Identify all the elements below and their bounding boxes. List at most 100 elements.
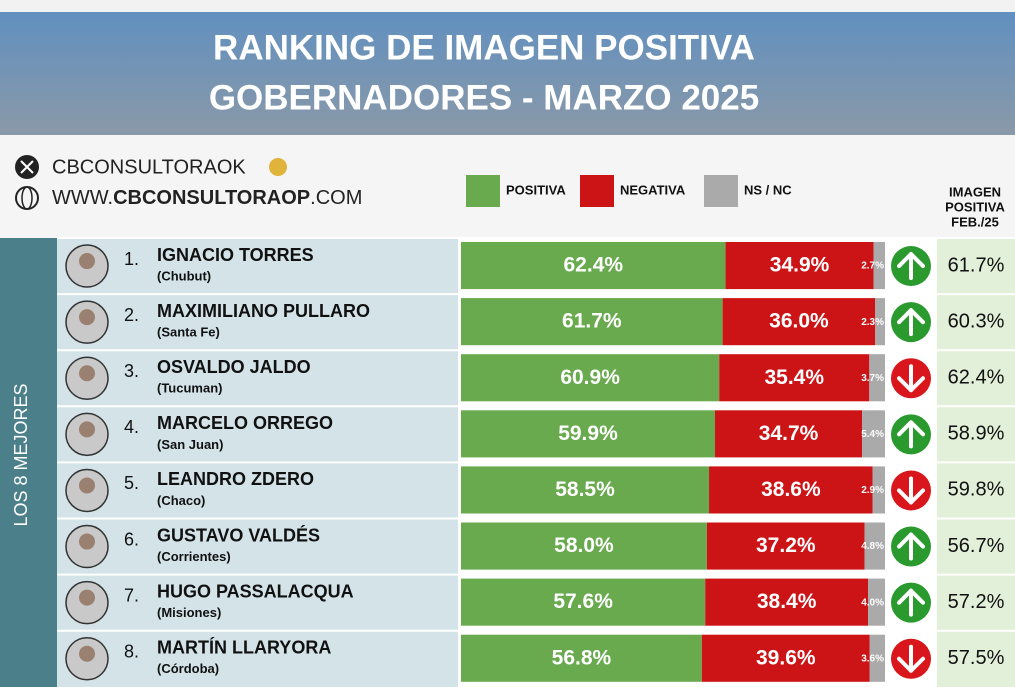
photo-head <box>79 533 95 550</box>
bar-value-label: 61.7% <box>562 310 622 333</box>
bar-value-label: 2.9% <box>861 485 884 496</box>
rank: 8. <box>124 642 139 662</box>
trend-arrow <box>897 364 925 393</box>
photo-head <box>79 365 95 382</box>
bar-value-label: 4.8% <box>861 541 884 552</box>
bar-value-label: 5.4% <box>861 429 884 440</box>
rank: 4. <box>124 417 139 437</box>
website: WWW.CBCONSULTORAOP.COM <box>52 187 362 209</box>
bar-value-label: 34.7% <box>759 422 819 445</box>
photo-head <box>79 589 95 606</box>
comparison-header: IMAGEN POSITIVA FEB./25 <box>945 184 1005 229</box>
bar-segment <box>868 578 885 626</box>
bar-segment <box>709 466 873 514</box>
legend-swatch <box>466 175 500 207</box>
rank: 7. <box>124 585 139 605</box>
group-strip <box>0 238 57 687</box>
bar-value-label: 57.6% <box>553 590 613 613</box>
bar-segment <box>864 522 885 570</box>
bar-value-label: 34.9% <box>770 254 830 277</box>
handle: CBCONSULTORAOK <box>52 156 246 178</box>
province: (Misiones) <box>157 605 221 620</box>
province: (Corrientes) <box>157 549 231 564</box>
bar-segment <box>461 522 707 570</box>
legend-label: NEGATIVA <box>620 182 686 197</box>
rank: 3. <box>124 361 139 381</box>
bar-segment <box>722 298 876 346</box>
photo-head <box>79 645 95 662</box>
bar-segment <box>862 410 885 458</box>
header-band <box>0 0 1015 135</box>
bar-value-label: 36.0% <box>769 310 829 333</box>
bar-segment <box>705 578 869 626</box>
trend-arrow <box>897 588 925 617</box>
bar-value-label: 62.4% <box>564 254 624 277</box>
bar-segment <box>719 354 870 402</box>
trend-arrow <box>897 476 925 505</box>
comparison-value: 57.2% <box>948 591 1005 613</box>
bar-segment <box>461 298 723 346</box>
group-label: LOS 8 MEJORES <box>11 383 31 526</box>
bar-segment <box>872 466 885 514</box>
website-part: .COM <box>310 187 362 209</box>
trend-arrow <box>897 532 925 561</box>
rank: 5. <box>124 473 139 493</box>
bar-segment <box>869 354 885 402</box>
legend-swatch <box>580 175 614 207</box>
rank: 2. <box>124 305 139 325</box>
rank: 6. <box>124 529 139 549</box>
bar-segment <box>461 634 702 682</box>
bar-value-label: 3.6% <box>861 653 884 664</box>
bar-value-label: 38.4% <box>757 590 817 613</box>
verified-badge <box>269 158 287 176</box>
bar-value-label: 2.3% <box>861 317 884 328</box>
comparison-value: 58.9% <box>948 423 1005 445</box>
photo-head <box>79 309 95 326</box>
bar-segment <box>461 410 715 458</box>
photo-head <box>79 421 95 438</box>
bar-value-label: 35.4% <box>764 366 824 389</box>
subtitle: GOBERNADORES - MARZO 2025 <box>209 78 759 117</box>
comparison-value: 62.4% <box>948 367 1005 389</box>
bar-segment <box>873 242 885 290</box>
title: RANKING DE IMAGEN POSITIVA <box>213 28 755 67</box>
bar-value-label: 56.8% <box>552 646 612 669</box>
legend-label: NS / NC <box>744 182 792 197</box>
bar-value-label: 58.5% <box>555 478 615 501</box>
bar-segment <box>875 298 885 346</box>
governor-name: HUGO PASSALACQUA <box>157 581 354 601</box>
province: (Tucuman) <box>157 381 222 396</box>
bar-segment <box>706 522 865 570</box>
comparison-value: 60.3% <box>948 310 1005 332</box>
province: (Córdoba) <box>157 661 219 676</box>
bar-value-label: 3.7% <box>861 373 884 384</box>
comparison-title: FEB./25 <box>951 214 999 229</box>
province: (San Juan) <box>157 437 223 452</box>
top-strip <box>0 0 1015 12</box>
governor-name: MARTÍN LLARYORA <box>157 637 331 658</box>
website-part: CBCONSULTORAOP <box>113 187 310 209</box>
bar-value-label: 60.9% <box>560 366 620 389</box>
bar-value-label: 4.0% <box>861 597 884 608</box>
info-band <box>0 135 1015 238</box>
trend-arrow <box>897 644 925 673</box>
governor-name: GUSTAVO VALDÉS <box>157 524 320 545</box>
comparison-value: 59.8% <box>948 479 1005 501</box>
website-part: WWW. <box>52 187 113 209</box>
comparison-value: 61.7% <box>948 254 1005 276</box>
photo-head <box>79 253 95 270</box>
bar-value-label: 2.7% <box>861 261 884 272</box>
bar-segment <box>725 242 874 290</box>
bar-value-label: 59.9% <box>558 422 618 445</box>
bar-value-label: 37.2% <box>756 534 816 557</box>
bar-segment <box>461 354 720 402</box>
governor-name: MAXIMILIANO PULLARO <box>157 301 370 321</box>
legend-swatch <box>704 175 738 207</box>
x-glyph <box>20 160 34 174</box>
province: (Chubut) <box>157 268 211 283</box>
trend-arrow <box>897 252 925 281</box>
comparison-value: 57.5% <box>948 647 1005 669</box>
province: (Chaco) <box>157 493 205 508</box>
bar-segment <box>714 410 863 458</box>
